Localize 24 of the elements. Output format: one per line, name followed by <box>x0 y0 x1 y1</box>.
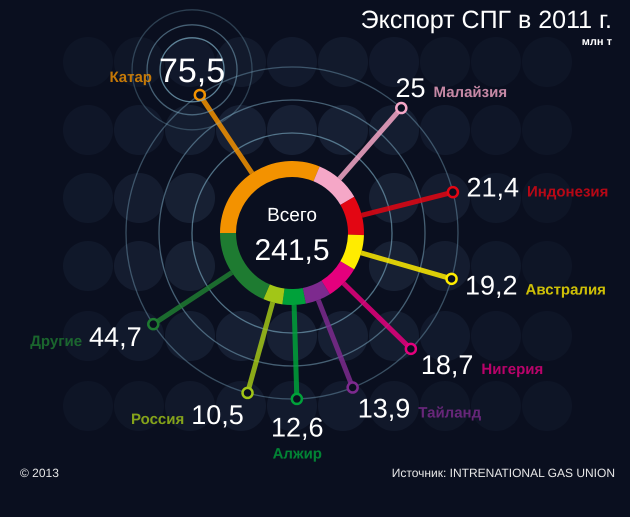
data-label: 13,9 <box>358 394 410 424</box>
data-label: 25 <box>396 72 426 103</box>
data-label: 75,5 <box>158 52 226 90</box>
text: 241,5 <box>253 234 331 267</box>
slice-label: Нигерия <box>481 360 544 378</box>
data-label: 21,4 <box>466 172 520 202</box>
slice-label: Индонезия <box>527 183 608 200</box>
slice-label: Катар <box>109 69 152 86</box>
slice-label: Малайзия <box>434 84 508 101</box>
data-label: 10,5 <box>191 400 244 430</box>
data-label: 18,7 <box>420 350 474 380</box>
data-label: 19,2 <box>465 270 518 301</box>
data-label: 12,6 <box>270 412 324 442</box>
text: © 2013 <box>20 466 59 480</box>
slice-label: Алжир <box>272 445 322 462</box>
slice-label: Другие <box>30 332 82 350</box>
slice-label: Россия <box>130 410 184 428</box>
chart-subtitle: млн т <box>582 36 612 48</box>
slice-label: Тайланд <box>418 404 482 422</box>
text: Всего <box>266 205 318 226</box>
data-label: 44,7 <box>89 322 142 352</box>
text: Источник: INTRENATIONAL GAS UNION <box>392 466 615 480</box>
slice-label: Австралия <box>526 282 606 299</box>
chart-title: Экспорт СПГ в 2011 г. <box>360 6 612 34</box>
